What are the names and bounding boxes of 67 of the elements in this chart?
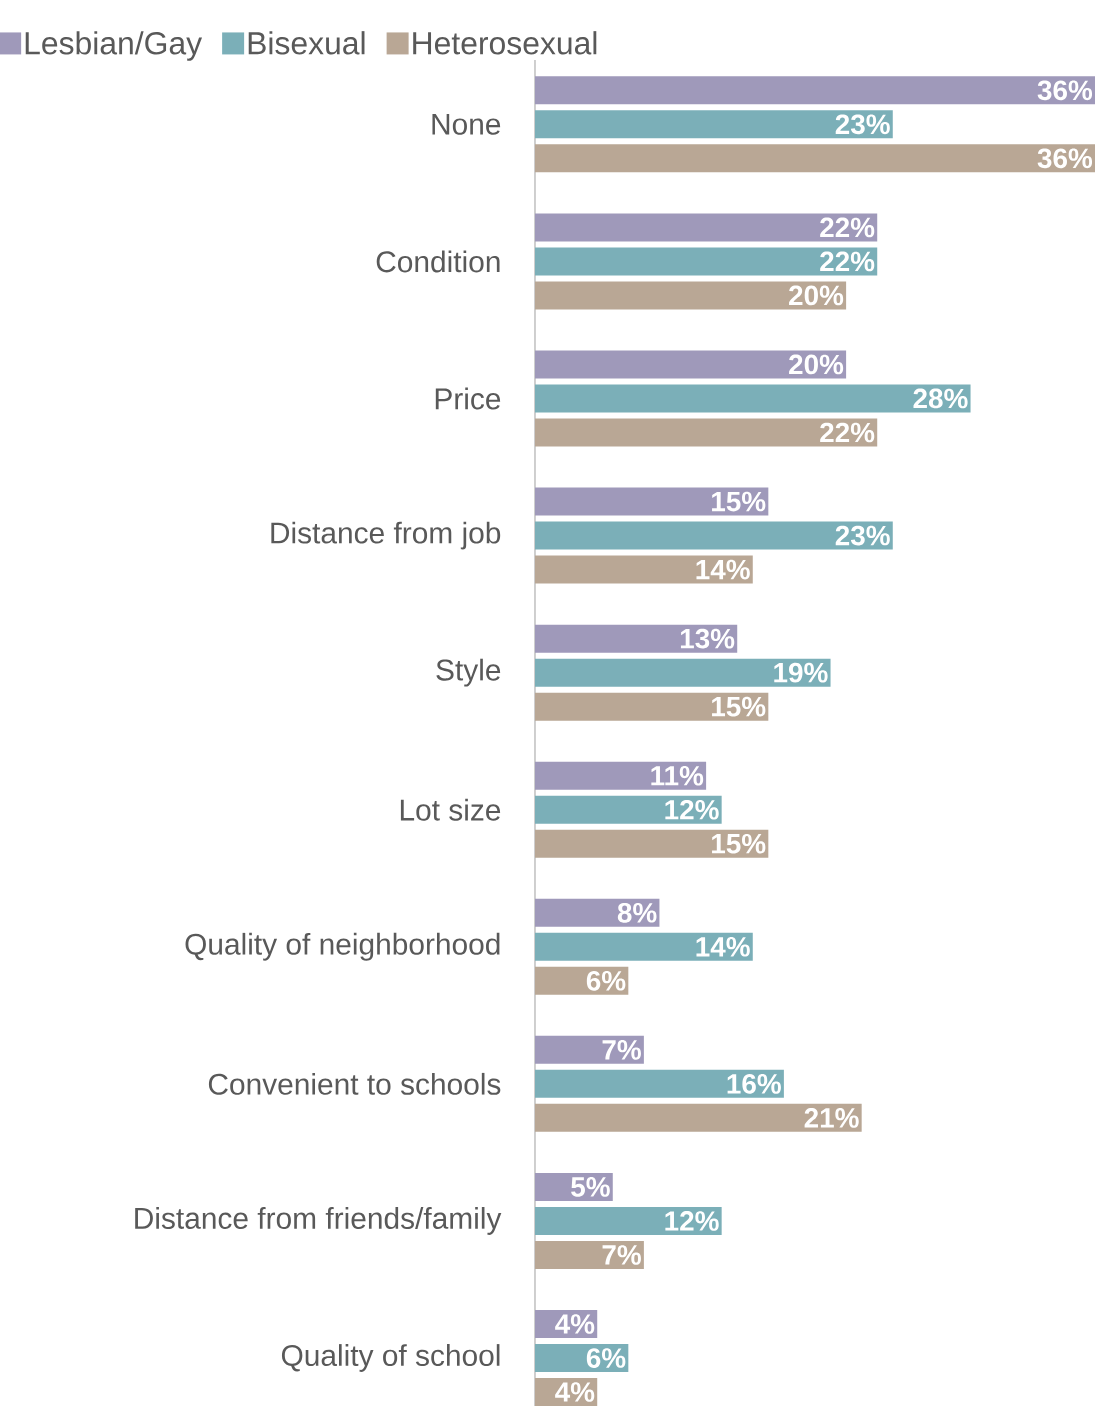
bar bbox=[534, 281, 847, 310]
y-tick-label: Quality of neighborhood bbox=[185, 932, 500, 961]
data-label: 28% bbox=[913, 388, 968, 409]
bar bbox=[534, 144, 1095, 173]
y-tick-label: Price bbox=[435, 387, 501, 410]
data-label: 20% bbox=[789, 354, 844, 375]
bar bbox=[534, 829, 769, 858]
y-tick-label: Style bbox=[436, 658, 501, 687]
data-label: 5% bbox=[571, 1177, 610, 1197]
y-tick-label: Distance from job bbox=[271, 521, 501, 550]
bar bbox=[534, 384, 971, 413]
data-label: 36% bbox=[1037, 148, 1093, 169]
bar bbox=[534, 110, 893, 139]
bar bbox=[534, 76, 1095, 105]
y-tick-label: Convenient to schools bbox=[208, 1072, 501, 1095]
y-tick-label: Lot size bbox=[400, 798, 501, 821]
bar bbox=[534, 761, 707, 790]
data-label: 6% bbox=[586, 970, 626, 991]
data-label: 22% bbox=[820, 217, 875, 238]
bar bbox=[534, 521, 893, 550]
data-label: 15% bbox=[712, 696, 766, 717]
data-label: 23% bbox=[835, 114, 890, 135]
y-tick-label: Condition bbox=[376, 250, 500, 273]
data-label: 8% bbox=[617, 902, 657, 923]
bar bbox=[534, 795, 722, 824]
data-label: 13% bbox=[680, 628, 735, 649]
data-label: 16% bbox=[727, 1074, 781, 1094]
data-label: 20% bbox=[789, 285, 844, 306]
bar bbox=[534, 624, 738, 653]
data-label: 14% bbox=[696, 559, 750, 580]
data-label: 21% bbox=[804, 1108, 859, 1128]
data-label: 12% bbox=[665, 799, 719, 820]
bar bbox=[534, 1069, 784, 1098]
bar bbox=[534, 1035, 644, 1064]
bar bbox=[534, 1240, 644, 1269]
y-tick-label: Distance from friends/family bbox=[135, 1207, 502, 1235]
bar bbox=[534, 555, 753, 584]
legend-label: Heterosexual bbox=[413, 31, 597, 55]
bar bbox=[534, 1103, 862, 1132]
data-label: 6% bbox=[586, 1348, 626, 1368]
data-label: 19% bbox=[774, 662, 828, 683]
legend-label: Lesbian/Gay bbox=[25, 31, 203, 61]
data-label: 22% bbox=[820, 422, 875, 443]
data-label: 15% bbox=[712, 491, 766, 512]
bar bbox=[534, 658, 831, 687]
bar bbox=[534, 932, 753, 961]
data-label: 14% bbox=[696, 936, 750, 957]
bar bbox=[534, 247, 878, 276]
data-label: 15% bbox=[712, 833, 766, 854]
legend-label: Bisexual bbox=[248, 31, 365, 55]
data-label: 7% bbox=[602, 1245, 641, 1265]
data-label: 4% bbox=[555, 1382, 595, 1402]
y-tick-label: None bbox=[432, 113, 501, 135]
y-tick-label: Quality of school bbox=[281, 1344, 500, 1372]
bar bbox=[534, 692, 769, 721]
data-label: 12% bbox=[665, 1211, 719, 1231]
data-label: 11% bbox=[651, 765, 704, 786]
bar bbox=[534, 418, 878, 447]
data-label: 7% bbox=[602, 1040, 641, 1060]
bar bbox=[534, 350, 847, 379]
data-label: 22% bbox=[820, 251, 875, 272]
data-label: 36% bbox=[1037, 80, 1093, 101]
bar bbox=[534, 487, 769, 516]
bar bbox=[534, 1206, 722, 1235]
data-label: 23% bbox=[835, 525, 890, 546]
bar bbox=[534, 213, 878, 242]
data-label: 4% bbox=[555, 1314, 595, 1334]
